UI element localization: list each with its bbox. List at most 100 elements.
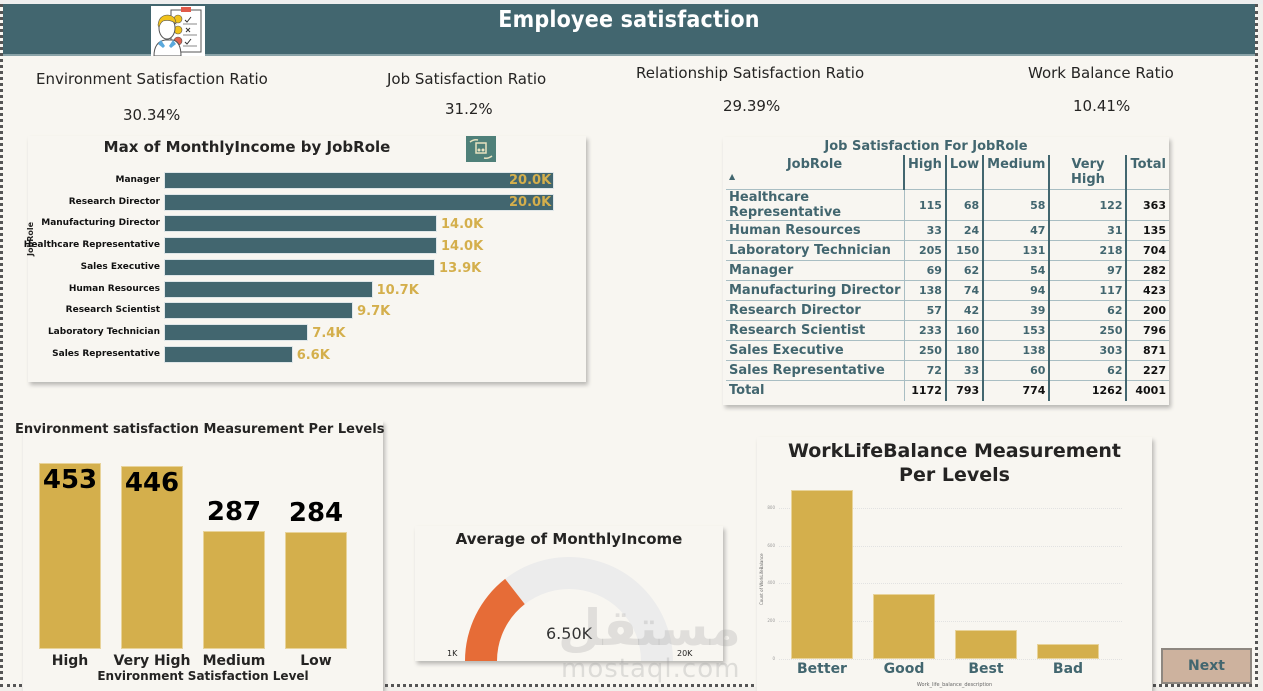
cell-value: 282 — [1126, 260, 1169, 281]
column-header: Medium — [983, 155, 1051, 190]
bar-data-label: 13.9K — [439, 260, 482, 276]
table-row: Research Scientist 233 160 153 250 796 — [726, 320, 1169, 341]
cell-value: 117 — [1049, 280, 1128, 301]
chart-title: WorkLifeBalance Measurement Per Levels — [787, 440, 1122, 486]
x-axis-title: Environment Satisfaction Level — [97, 669, 309, 683]
bar — [1037, 643, 1099, 659]
cell-value: 69 — [904, 260, 947, 281]
worklifebalance-chart: WorkLifeBalance Measurement Per Levels C… — [757, 437, 1152, 691]
bar — [873, 594, 935, 659]
bars-area: 453 High 446 Very High 287 Medium 284 Low — [23, 421, 383, 691]
gridline — [779, 545, 1122, 547]
cell-value: 233 — [904, 320, 947, 341]
gauge-value: 6.50K — [546, 624, 593, 643]
gauge-track — [465, 557, 673, 661]
row-label: Sales Representative — [726, 360, 905, 381]
average-income-gauge: Average of MonthlyIncome 6.50K 1K 20K — [415, 526, 723, 661]
gauge-min-label: 1K — [447, 649, 458, 658]
bar-data-label: 14.0K — [441, 239, 484, 255]
job-satisfaction-matrix: Job Satisfaction For JobRole JobRole ▲ Hig… — [723, 137, 1169, 405]
cell-value: 58 — [983, 189, 1051, 221]
table-row: Healthcare Representative 115 68 58 122 363 — [726, 189, 1169, 221]
bar-data-label: 6.6K — [296, 347, 330, 363]
bar-category-label: Low — [300, 653, 332, 669]
next-button[interactable]: Next — [1161, 648, 1252, 684]
chart-title: Average of MonthlyIncome — [455, 530, 683, 548]
bar-data-label: 446 — [124, 467, 180, 498]
cell-value: 160 — [945, 320, 985, 341]
cell-value: 33 — [945, 360, 985, 381]
bar-category-label: High — [51, 653, 89, 669]
gridline — [779, 507, 1122, 509]
cell-value: 153 — [983, 320, 1051, 341]
chart-title: Environment satisfaction Measurement Per… — [15, 422, 385, 437]
gridline — [779, 621, 1122, 623]
bar-data-label: 453 — [42, 465, 98, 495]
bar-category-label: Sales Executive — [80, 261, 160, 272]
cell-value: 68 — [945, 189, 985, 221]
bars-area: Manager 20.0K Research Director 20.0K Manufa… — [24, 136, 586, 382]
column-header: Very High — [1049, 155, 1128, 190]
y-tick-label: 400 — [767, 580, 775, 586]
table-row: Manager 69 62 54 97 282 — [726, 260, 1169, 281]
satisfaction-survey-icon — [151, 6, 205, 57]
bar-data-label: 14.0K — [441, 217, 484, 233]
bar-category-label: Human Resources — [68, 283, 160, 294]
gauge-fill — [465, 578, 525, 661]
y-tick-label: 600 — [767, 542, 775, 548]
cell-value: 57 — [904, 300, 947, 321]
max-income-by-jobrole-chart: Max of MonthlyIncome by JobRole JobRole … — [24, 136, 586, 382]
total-row: Total 1172 793 774 1262 4001 — [726, 380, 1169, 401]
bar-category-label: Laboratory Technician — [47, 326, 160, 337]
column-header: JobRole ▲ — [726, 155, 905, 190]
cell-value: 47 — [983, 220, 1051, 241]
row-label: Total — [726, 380, 905, 401]
money-exchange-icon — [466, 136, 496, 162]
kpi-job-label: Job Satisfaction Ratio — [387, 70, 547, 88]
cell-value: 774 — [983, 380, 1051, 401]
cell-value: 39 — [983, 300, 1051, 321]
bar-data-label: 287 — [206, 497, 262, 528]
bar — [164, 323, 309, 341]
cell-value: 205 — [904, 240, 947, 261]
cell-value: 250 — [904, 340, 947, 361]
cell-value: 871 — [1126, 340, 1169, 361]
cell-value: 62 — [945, 260, 985, 281]
bar — [164, 280, 373, 298]
column-header: Low — [945, 155, 985, 190]
row-label: Healthcare Representative — [726, 189, 905, 221]
cell-value: 363 — [1126, 189, 1169, 221]
cell-value: 60 — [983, 360, 1051, 381]
kpi-environment-value: 30.34% — [123, 106, 181, 124]
row-label: Research Director — [726, 300, 905, 321]
table-row: Research Director 57 42 39 62 200 — [726, 300, 1169, 321]
cell-value: 704 — [1126, 240, 1169, 261]
cell-value: 24 — [945, 220, 985, 241]
bar-data-label: 10.7K — [376, 282, 419, 298]
cell-value: 796 — [1126, 320, 1169, 341]
kpi-worklife-value: 10.41% — [1073, 97, 1131, 115]
row-label: Manager — [726, 260, 905, 281]
y-tick-label: 800 — [767, 504, 775, 510]
bar — [164, 345, 293, 363]
bar-category-label: Good — [883, 661, 925, 677]
bar — [955, 630, 1017, 659]
cell-value: 33 — [904, 220, 947, 241]
bar — [121, 465, 183, 649]
table-row: Sales Representative 72 33 60 62 227 — [726, 360, 1169, 381]
table-row: Laboratory Technician 205 150 131 218 704 — [726, 240, 1169, 261]
y-tick-label: 200 — [767, 618, 775, 624]
bar-data-label: 20.0K — [509, 173, 552, 188]
bar — [164, 302, 354, 320]
table-row: Sales Executive 250 180 138 303 871 — [726, 340, 1169, 361]
column-header: Total — [1130, 157, 1166, 172]
bar — [285, 532, 347, 649]
x-axis-title: Work_life_balance_description — [916, 682, 993, 688]
cell-value: 135 — [1126, 220, 1169, 241]
bar-category-label: Manufacturing Director — [41, 218, 160, 229]
table-row: Human Resources 33 24 47 31 135 — [726, 220, 1169, 241]
kpi-worklife-label: Work Balance Ratio — [1028, 64, 1174, 82]
bar — [164, 258, 436, 276]
matrix-table: JobRole ▲ High Low Medium Very High Total Heal… — [726, 155, 1169, 401]
row-label: Sales Executive — [726, 340, 905, 361]
